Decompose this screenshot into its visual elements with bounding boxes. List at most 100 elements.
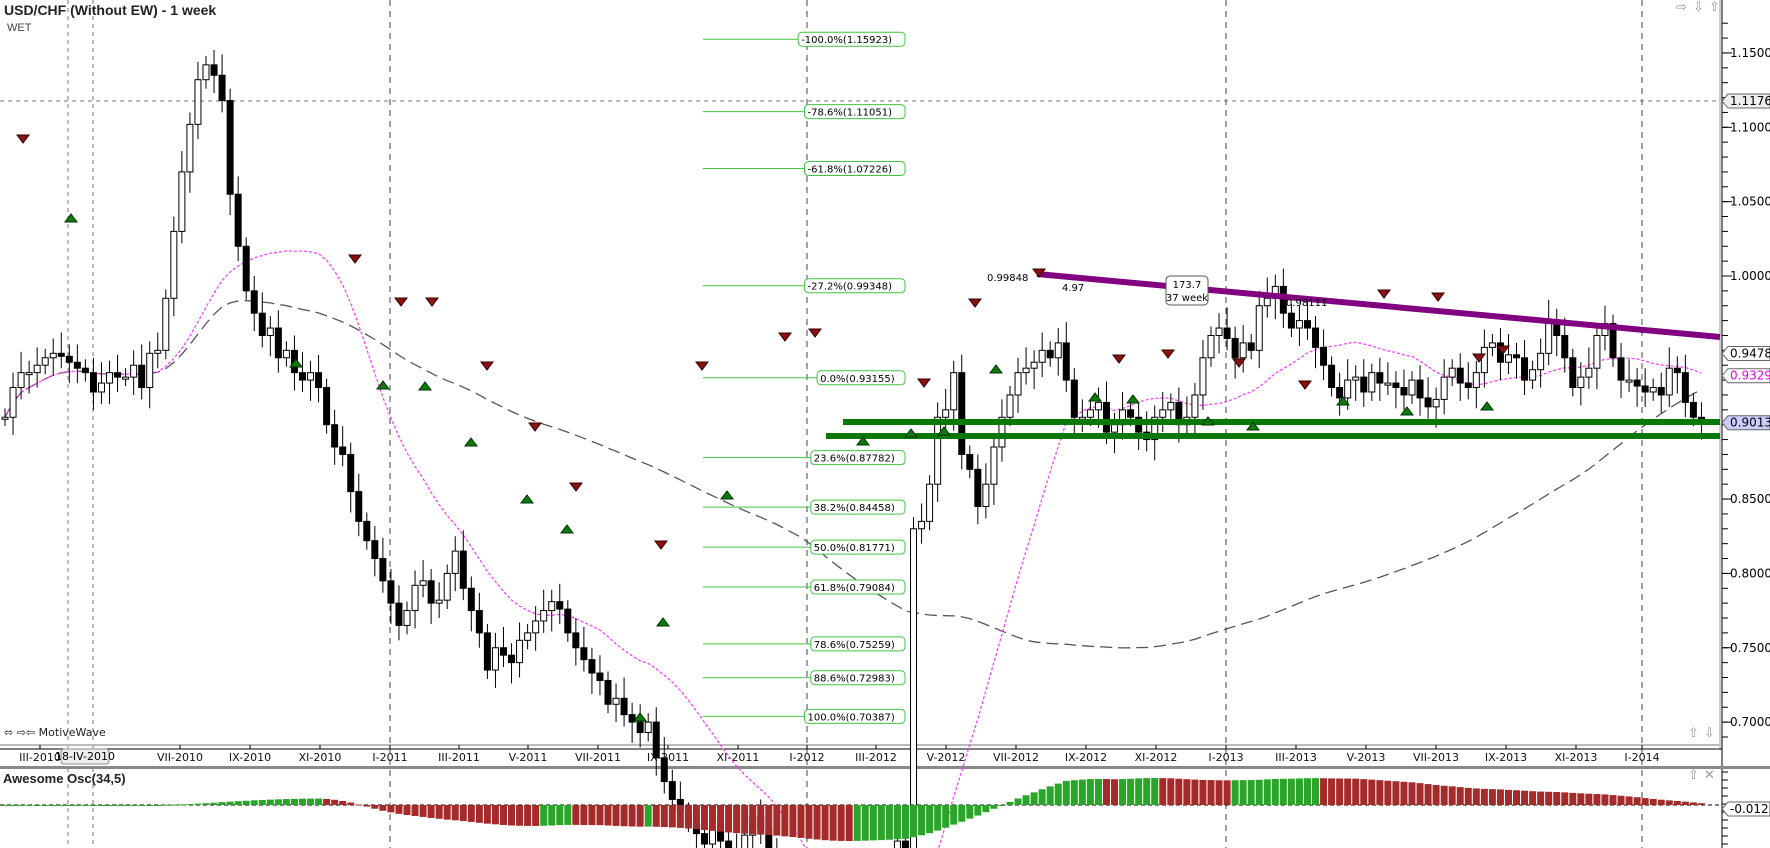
collapse-icon[interactable]: ⇨⇦ [16, 726, 36, 739]
candle-body [65, 355, 73, 363]
osc-bar [845, 805, 853, 841]
osc-bar [877, 805, 885, 841]
swing-low-marker [904, 428, 918, 438]
candle-body [122, 376, 130, 380]
swing-high-marker [1112, 354, 1126, 364]
candle-body [508, 654, 516, 664]
expand-up-icon[interactable]: ⇧ [1688, 726, 1699, 741]
candle-body [604, 679, 612, 705]
candle-body [475, 610, 483, 634]
candle-body [483, 632, 491, 671]
expand-down-icon[interactable]: ⇩ [1704, 726, 1715, 741]
osc-bar [644, 805, 652, 827]
fib-label: -27.2%(0.99348) [808, 282, 893, 293]
candle-body [459, 550, 467, 589]
scroll-up-icon[interactable]: ⇧ [1709, 0, 1720, 15]
swing-high-marker [695, 361, 709, 371]
swing-low-marker [64, 213, 78, 223]
swing-high-marker [394, 297, 408, 307]
swing-high-marker [1161, 349, 1175, 359]
osc-bar [1014, 798, 1022, 805]
candle-body [1521, 357, 1529, 381]
osc-bar [1673, 800, 1681, 805]
cursor-date-box [60, 748, 110, 765]
candle-body [467, 587, 475, 612]
osc-maximize-icon[interactable]: ⇧ [1688, 768, 1699, 783]
candle-body [41, 357, 49, 366]
osc-close-icon[interactable]: ✕ [1704, 768, 1715, 783]
swing-high-marker [16, 134, 30, 144]
pane-divider[interactable] [0, 766, 1770, 769]
time-tick-label: III-2013 [1275, 751, 1317, 764]
swing-high-marker [808, 328, 822, 338]
swing-low-marker [937, 426, 951, 436]
osc-bar [692, 805, 700, 830]
fib-label: -61.8%(1.07226) [808, 165, 893, 176]
price-marker-white [1721, 346, 1770, 362]
candle-body [1504, 354, 1512, 363]
osc-bar [1271, 778, 1279, 805]
support-line-upper[interactable] [843, 419, 1720, 425]
osc-bar [1697, 803, 1705, 805]
candle-body [1529, 369, 1537, 381]
candle-body [1609, 323, 1617, 359]
swing-low-marker [856, 436, 870, 446]
swing-low-marker [560, 524, 574, 534]
osc-bar [443, 805, 451, 820]
osc-bar [25, 805, 33, 806]
candle-body [1336, 387, 1344, 399]
osc-bar [1408, 782, 1416, 805]
osc-bar [781, 805, 789, 837]
osc-bar [1577, 793, 1585, 805]
osc-bar [588, 805, 596, 826]
swing-low-marker [720, 490, 734, 500]
osc-bar [1207, 780, 1215, 805]
candle-body [274, 327, 282, 359]
osc-bar [290, 798, 298, 805]
osc-bar [1521, 790, 1529, 805]
price-tick-label: 1.15000 [1730, 46, 1770, 60]
time-tick-label: III-2012 [855, 751, 897, 764]
swing-low-marker [1400, 406, 1414, 416]
osc-bar [57, 805, 65, 806]
osc-bar [323, 798, 331, 805]
candle-body [1344, 379, 1352, 399]
candle-body [307, 372, 315, 381]
osc-bar [1432, 785, 1440, 805]
candle-body [974, 468, 982, 507]
scroll-right-icon[interactable]: ⇨ [1676, 0, 1687, 15]
candle-body [1006, 394, 1014, 418]
candle-body [982, 483, 990, 507]
candle-body [355, 491, 363, 522]
candle-body [25, 372, 33, 376]
osc-bar [741, 805, 749, 834]
resistance-trendline[interactable] [1036, 271, 1721, 340]
scroll-down-icon[interactable]: ⇩ [1693, 0, 1704, 15]
osc-bar [1127, 778, 1135, 805]
fib-label-box [810, 579, 906, 595]
candle-body [1561, 334, 1569, 359]
candle-body [556, 601, 564, 610]
candle-body [1408, 379, 1416, 396]
scroll-both-icon[interactable]: ⬄ [4, 726, 14, 739]
osc-bar [282, 799, 290, 805]
price-marker-label: 0.94788 [1730, 347, 1770, 361]
price-marker-gray [1721, 93, 1770, 109]
osc-bar [805, 805, 813, 839]
candle-body [725, 840, 733, 848]
candle-body [1440, 376, 1448, 400]
osc-bar [347, 802, 355, 805]
chart-title: USD/CHF (Without EW) - 1 week [4, 2, 217, 18]
candle-body [1376, 372, 1384, 384]
osc-bar [1102, 779, 1110, 805]
swing-high-marker [1496, 345, 1510, 355]
candle-body [1368, 372, 1376, 393]
osc-bar [797, 805, 805, 838]
support-line-lower[interactable] [826, 433, 1720, 439]
candle-body [1360, 376, 1368, 393]
osc-bar [81, 805, 89, 806]
fib-label-box [816, 370, 906, 386]
swing-high-marker [569, 482, 583, 492]
osc-bar [9, 805, 17, 806]
